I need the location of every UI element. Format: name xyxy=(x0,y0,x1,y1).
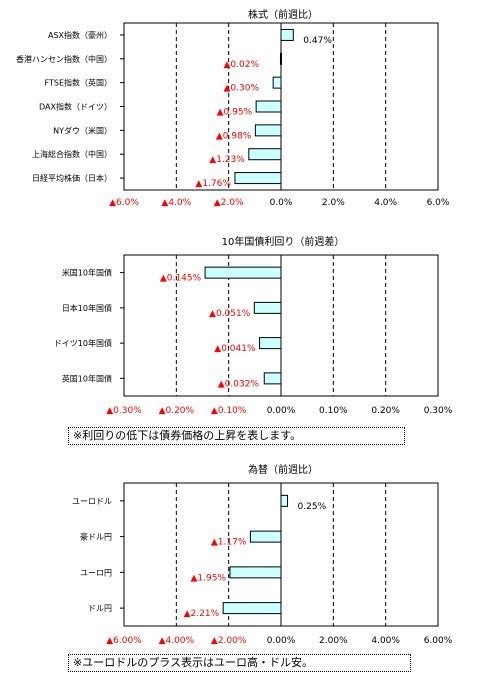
data-label: ▲0.02% xyxy=(223,60,259,70)
data-label: ▲0.95% xyxy=(217,108,253,118)
data-label: ▲0.30% xyxy=(223,84,259,94)
tick-label: ▲0.20% xyxy=(159,406,195,416)
data-label: ▲1.95% xyxy=(190,573,226,583)
chart-title: 10年国債利回り（前週差） xyxy=(222,235,345,248)
tick-label: 2.0% xyxy=(322,198,345,208)
category-label: 米国10年国債 xyxy=(62,268,112,278)
category-label: DAX指数（ドイツ） xyxy=(39,102,112,112)
data-label: 0.47% xyxy=(303,36,332,46)
data-label: ▲1.17% xyxy=(211,538,247,548)
data-label: ▲1.23% xyxy=(209,155,245,165)
bond-note: ※利回りの低下は債券価格の上昇を表します。 xyxy=(68,427,405,445)
category-label: FTSE指数（英国） xyxy=(45,78,112,88)
fx-note: ※ユーロドルのプラス表示はユーロ高・ドル安。 xyxy=(68,654,411,672)
category-label: 豪ドル円 xyxy=(80,532,112,542)
category-label: 日本10年国債 xyxy=(62,303,112,313)
category-label: ユーロ円 xyxy=(80,568,112,577)
tick-label: 6.0% xyxy=(427,198,450,208)
data-label: ▲0.145% xyxy=(160,274,202,284)
bar xyxy=(222,602,282,615)
tick-label: ▲0.10% xyxy=(211,406,247,416)
category-label: 上海総合指数（中国） xyxy=(32,149,112,159)
category-label: ASX指数（豪州） xyxy=(48,30,112,40)
tick-label: 6.00% xyxy=(424,636,453,646)
chart-title: 為替（前週比） xyxy=(248,463,318,476)
tick-label: 0.30% xyxy=(424,406,453,416)
tick-label: 0.10% xyxy=(319,406,348,416)
bar xyxy=(229,566,282,579)
data-label: 0.25% xyxy=(298,502,327,512)
tick-label: ▲4.0% xyxy=(161,198,191,208)
data-label: ▲1.76% xyxy=(195,179,231,189)
bar xyxy=(249,530,282,543)
data-label: ▲0.051% xyxy=(209,309,251,319)
category-label: NYダウ（米国） xyxy=(53,125,112,135)
data-label: ▲0.041% xyxy=(214,344,256,354)
category-label: 香港ハンセン指数（中国） xyxy=(16,54,112,64)
tick-label: 0.00% xyxy=(267,406,296,416)
category-label: 英国10年国債 xyxy=(62,373,112,383)
tick-label: ▲4.00% xyxy=(159,636,195,646)
data-label: ▲2.21% xyxy=(184,609,220,619)
bar xyxy=(280,494,289,507)
category-label: ユーロドル xyxy=(72,497,112,506)
tick-label: ▲2.0% xyxy=(214,198,244,208)
category-label: 日経平均株価（日本） xyxy=(32,173,112,183)
tick-label: 4.0% xyxy=(374,198,397,208)
tick-label: 0.0% xyxy=(270,198,293,208)
tick-label: 2.00% xyxy=(319,636,348,646)
tick-label: 4.00% xyxy=(371,636,400,646)
data-label: ▲0.98% xyxy=(216,131,252,141)
tick-label: ▲6.00% xyxy=(106,636,142,646)
tick-label: ▲2.00% xyxy=(211,636,247,646)
data-label: ▲0.032% xyxy=(218,379,260,389)
tick-label: ▲0.30% xyxy=(106,406,142,416)
tick-label: ▲6.0% xyxy=(109,198,139,208)
tick-label: 0.20% xyxy=(371,406,400,416)
chart-title: 株式（前週比） xyxy=(248,8,318,21)
tick-label: 0.00% xyxy=(267,636,296,646)
category-label: ドル円 xyxy=(88,604,112,613)
category-label: ドイツ10年国債 xyxy=(54,338,112,348)
